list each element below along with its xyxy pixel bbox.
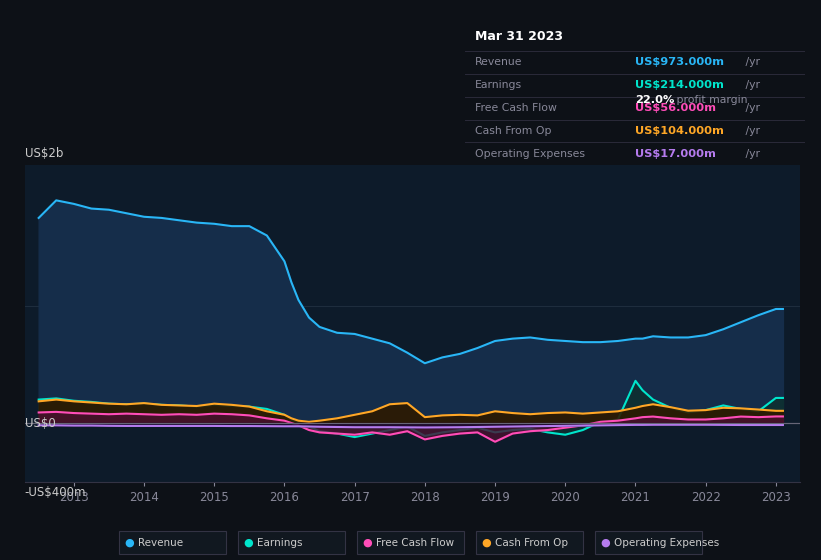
Text: US$17.000m: US$17.000m [635,149,716,159]
Text: ●: ● [600,538,610,548]
Text: ●: ● [124,538,134,548]
Text: /yr: /yr [742,103,760,113]
Text: ●: ● [243,538,253,548]
Text: Cash From Op: Cash From Op [475,126,552,136]
Text: -US$400m: -US$400m [25,486,86,499]
Text: Operating Expenses: Operating Expenses [614,538,719,548]
Text: Earnings: Earnings [257,538,302,548]
Text: profit margin: profit margin [672,95,747,105]
Text: US$214.000m: US$214.000m [635,80,724,90]
Text: US$104.000m: US$104.000m [635,126,724,136]
Text: Revenue: Revenue [475,58,522,67]
Text: Revenue: Revenue [138,538,183,548]
Text: US$973.000m: US$973.000m [635,58,724,67]
Text: /yr: /yr [742,126,760,136]
Text: Mar 31 2023: Mar 31 2023 [475,30,563,43]
Text: Operating Expenses: Operating Expenses [475,149,585,159]
Text: US$56.000m: US$56.000m [635,103,716,113]
Text: Earnings: Earnings [475,80,522,90]
Text: US$2b: US$2b [25,147,63,160]
Text: ●: ● [362,538,372,548]
Text: ●: ● [481,538,491,548]
Text: US$0: US$0 [25,417,55,430]
Text: Free Cash Flow: Free Cash Flow [376,538,454,548]
Text: /yr: /yr [742,80,760,90]
Text: Cash From Op: Cash From Op [495,538,568,548]
Text: 22.0%: 22.0% [635,95,674,105]
Text: /yr: /yr [742,58,760,67]
Text: Free Cash Flow: Free Cash Flow [475,103,557,113]
Text: /yr: /yr [742,149,760,159]
